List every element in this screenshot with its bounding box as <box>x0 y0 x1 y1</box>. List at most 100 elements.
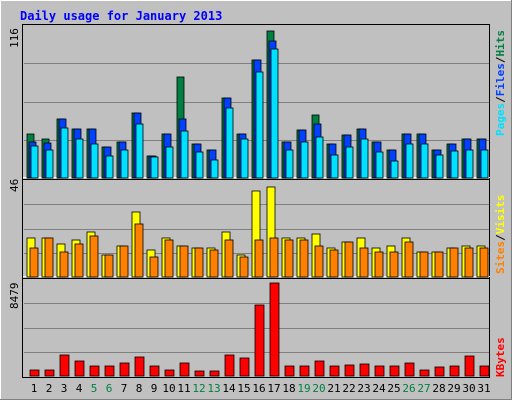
bar-pages-day-29 <box>450 150 459 179</box>
bar-kbytes-day-25 <box>389 365 400 377</box>
bar-pages-day-23 <box>360 138 369 179</box>
bar-pages-day-11 <box>180 130 189 179</box>
day-label-20: 20 <box>312 382 325 395</box>
bar-kbytes-day-5 <box>89 365 100 377</box>
bar-pages-day-1 <box>30 145 39 179</box>
bar-pages-day-14 <box>225 107 234 179</box>
bar-kbytes-day-29 <box>449 365 460 377</box>
bar-sites-day-15 <box>239 256 249 278</box>
bar-sites-day-14 <box>224 239 234 278</box>
bar-kbytes-day-21 <box>329 365 340 377</box>
bar-kbytes-day-10 <box>164 369 175 377</box>
ymax-label-hits: 116 <box>8 28 21 48</box>
day-label-1: 1 <box>31 382 38 395</box>
bar-sites-day-11 <box>179 245 189 278</box>
legend-sep-2: / <box>494 56 507 63</box>
bar-pages-day-7 <box>120 149 129 179</box>
legend-sites-visits: Sites/Visits <box>494 195 507 275</box>
bar-sites-day-24 <box>374 251 384 278</box>
bar-kbytes-day-7 <box>119 362 130 377</box>
bar-sites-day-30 <box>464 247 474 278</box>
bar-sites-day-20 <box>314 245 324 278</box>
bar-pages-day-4 <box>75 138 84 179</box>
day-label-22: 22 <box>342 382 355 395</box>
bar-pages-day-26 <box>405 143 414 179</box>
day-label-5: 5 <box>91 382 98 395</box>
bar-kbytes-day-24 <box>374 365 385 377</box>
bar-kbytes-day-17 <box>269 282 280 377</box>
bar-kbytes-day-6 <box>104 365 115 377</box>
day-label-31: 31 <box>477 382 490 395</box>
bar-sites-day-29 <box>449 247 459 278</box>
chart-title: Daily usage for January 2013 <box>20 9 222 23</box>
bar-kbytes-day-2 <box>44 369 55 377</box>
bar-kbytes-day-20 <box>314 360 325 377</box>
bar-kbytes-day-12 <box>194 370 205 377</box>
bar-pages-day-31 <box>480 149 489 179</box>
bar-pages-day-24 <box>375 151 384 179</box>
day-label-30: 30 <box>462 382 475 395</box>
bar-kbytes-day-8 <box>134 356 145 377</box>
bar-kbytes-day-30 <box>464 355 475 377</box>
bar-pages-day-25 <box>390 160 399 179</box>
day-label-9: 9 <box>151 382 158 395</box>
bar-pages-day-8 <box>135 123 144 179</box>
legend-files: Files <box>494 63 507 96</box>
bar-kbytes-day-31 <box>479 365 490 377</box>
bar-sites-day-5 <box>89 235 99 278</box>
day-label-13: 13 <box>207 382 220 395</box>
bar-sites-day-8 <box>134 223 144 278</box>
bar-sites-day-1 <box>29 247 39 278</box>
bar-pages-day-17 <box>270 48 279 179</box>
bar-kbytes-day-19 <box>299 365 310 377</box>
day-label-7: 7 <box>121 382 128 395</box>
bar-kbytes-day-15 <box>239 357 250 377</box>
bar-pages-day-28 <box>435 154 444 179</box>
bar-pages-day-27 <box>420 143 429 179</box>
bar-sites-day-3 <box>59 251 69 278</box>
bar-sites-day-13 <box>209 249 219 278</box>
bar-kbytes-day-18 <box>284 365 295 377</box>
day-label-2: 2 <box>46 382 53 395</box>
bar-sites-day-31 <box>479 247 489 278</box>
bar-kbytes-day-16 <box>254 304 265 377</box>
legend-pages: Pages <box>494 103 507 136</box>
bar-kbytes-day-26 <box>404 362 415 377</box>
bar-sites-day-10 <box>164 239 174 278</box>
bar-sites-day-26 <box>404 241 414 278</box>
bar-sites-day-23 <box>359 247 369 278</box>
bar-pages-day-18 <box>285 149 294 179</box>
legend-sep-3: / <box>494 234 507 241</box>
bar-kbytes-day-11 <box>179 362 190 377</box>
day-label-29: 29 <box>447 382 460 395</box>
day-label-17: 17 <box>267 382 280 395</box>
bar-kbytes-day-1 <box>29 369 40 377</box>
day-label-19: 19 <box>297 382 310 395</box>
bar-pages-day-6 <box>105 155 114 179</box>
bar-sites-day-2 <box>44 237 54 278</box>
chart-marks <box>24 30 490 377</box>
bar-pages-day-15 <box>240 138 249 179</box>
bar-sites-day-9 <box>149 256 159 278</box>
bar-pages-day-22 <box>345 146 354 179</box>
day-label-21: 21 <box>327 382 340 395</box>
bar-pages-day-13 <box>210 159 219 179</box>
bar-pages-day-16 <box>255 71 264 179</box>
bar-pages-day-10 <box>165 146 174 179</box>
day-label-26: 26 <box>402 382 415 395</box>
ymax-label-kbytes: 8479 <box>8 283 21 310</box>
day-label-24: 24 <box>372 382 386 395</box>
panel-kbytes-border <box>22 278 490 378</box>
bar-sites-day-28 <box>434 251 444 278</box>
legend-hits: Hits <box>494 30 507 57</box>
bar-sites-day-22 <box>344 241 354 278</box>
day-label-4: 4 <box>76 382 83 395</box>
bar-sites-day-12 <box>194 247 204 278</box>
day-label-28: 28 <box>432 382 445 395</box>
bar-pages-day-19 <box>300 141 309 179</box>
bar-kbytes-day-4 <box>74 360 85 377</box>
day-label-6: 6 <box>106 382 113 395</box>
day-label-15: 15 <box>237 382 250 395</box>
bar-kbytes-day-13 <box>209 370 220 377</box>
ymax-label-sites: 46 <box>8 179 21 192</box>
